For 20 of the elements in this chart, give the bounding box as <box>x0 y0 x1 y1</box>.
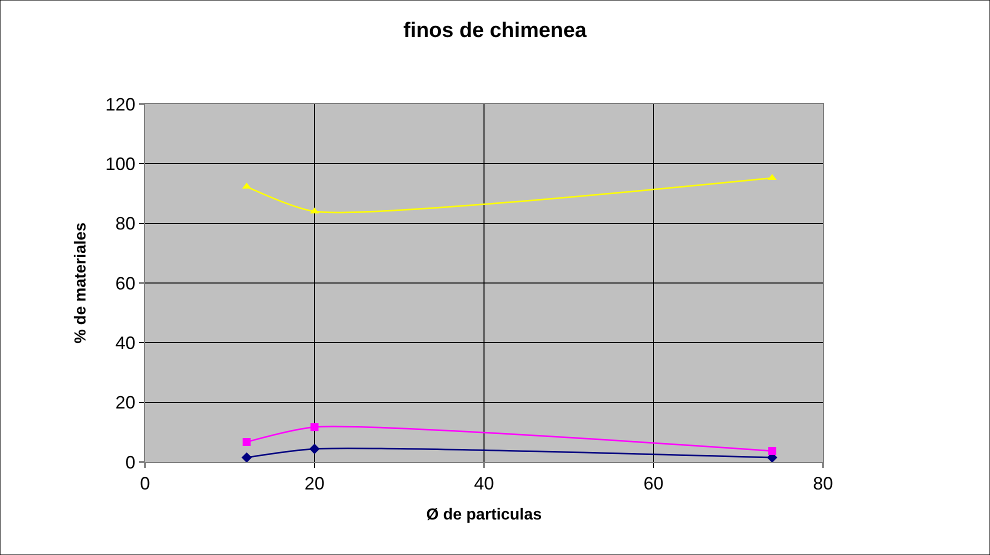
y-tick-label: 40 <box>115 332 136 353</box>
x-tick-label: 40 <box>474 474 494 494</box>
x-tick-label: 20 <box>304 474 325 494</box>
point <box>242 438 251 446</box>
y-tick-label: 80 <box>115 214 136 234</box>
x-tick-label: 0 <box>140 474 150 494</box>
x-axis-title: Ø de particulas <box>426 506 542 524</box>
point <box>768 446 776 455</box>
y-tick-label: 60 <box>115 273 136 294</box>
y-tick-label: 100 <box>105 154 136 174</box>
y-axis-title: % de materiales <box>72 222 90 344</box>
y-tick-label: 0 <box>125 452 136 472</box>
chart-title: finos de chimenea <box>403 18 587 42</box>
x-tick-label: 60 <box>643 474 664 494</box>
point <box>242 452 252 462</box>
y-tick-label: 20 <box>115 392 136 413</box>
point <box>310 423 318 432</box>
y-tick-label: 120 <box>105 94 136 114</box>
x-tick-label: 80 <box>812 474 834 494</box>
point <box>309 444 320 454</box>
